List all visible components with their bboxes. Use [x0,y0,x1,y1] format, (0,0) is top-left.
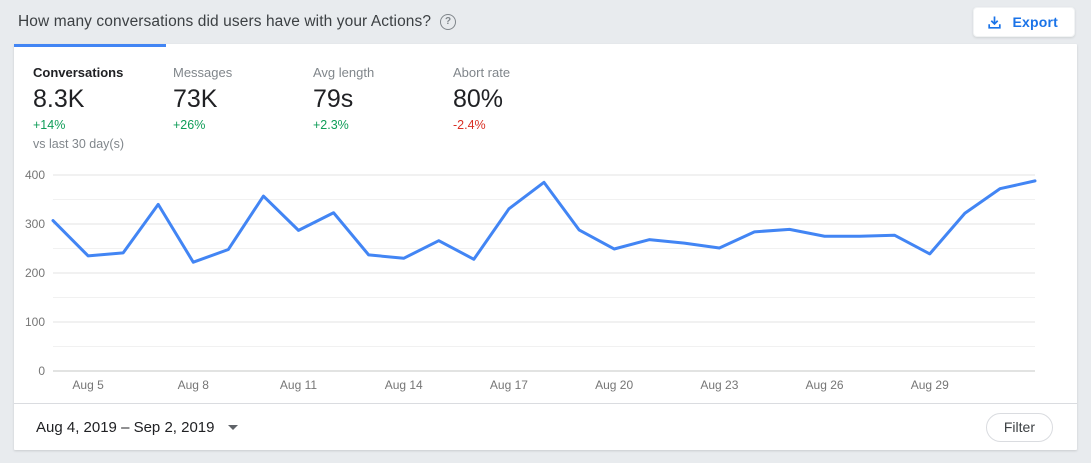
x-axis-label: Aug 8 [178,378,210,392]
metric-value: 80% [453,85,504,113]
metric-delta: +26% [173,118,206,132]
x-axis-label: Aug 14 [385,378,423,392]
tab-abort-rate[interactable]: Abort rate 80% -2.4% [446,66,586,152]
download-icon [988,15,1002,29]
y-axis-label: 300 [25,217,45,231]
filter-button[interactable]: Filter [985,412,1053,442]
comparison-note: vs last 30 day(s) [33,137,125,151]
active-tab-indicator [14,44,166,47]
metric-label: Avg length [313,65,375,80]
metric-label: Messages [173,65,233,80]
chart-line [51,179,1037,264]
chart-area: 0 100 200 300 400 Aug 5 Aug 8 Aug 11 Aug 14 Aug 1… [14,154,1077,400]
tab-conversations[interactable]: Conversations 8.3K +14% vs last 30 day(s… [14,66,166,152]
analytics-card: Conversations 8.3K +14% vs last 30 day(s… [14,44,1077,450]
metric-tabs: Conversations 8.3K +14% vs last 30 day(s… [14,44,586,152]
x-axis-label: Aug 29 [911,378,949,392]
export-label: Export [1012,14,1058,30]
y-axis-label: 100 [25,315,45,329]
chevron-down-icon [228,424,239,430]
x-axis-label: Aug 20 [595,378,633,392]
x-axis-label: Aug 11 [280,378,317,392]
date-range-label: Aug 4, 2019 – Sep 2, 2019 [36,418,215,436]
conversations-line-chart: 0 100 200 300 400 Aug 5 Aug 8 Aug 11 Aug 14 Aug 1… [25,168,1037,392]
metric-delta: +2.3% [313,118,349,132]
metric-delta: +14% [33,118,66,132]
y-axis-label: 0 [38,364,45,378]
tab-avg-length[interactable]: Avg length 79s +2.3% [306,66,446,152]
help-icon[interactable]: ? [440,14,457,30]
page-title: How many conversations did users have wi… [18,13,432,30]
page-header: How many conversations did users have wi… [0,0,1091,44]
export-button[interactable]: Export [973,7,1075,37]
metric-value: 73K [173,85,218,113]
metric-delta: -2.4% [453,118,486,132]
date-range-selector[interactable]: Aug 4, 2019 – Sep 2, 2019 [36,418,239,436]
x-axis-label: Aug 17 [490,378,528,392]
metric-value: 79s [313,85,354,113]
y-axis-label: 200 [25,266,45,280]
x-axis-label: Aug 26 [806,378,844,392]
x-axis-label: Aug 23 [700,378,738,392]
metric-label: Conversations [33,65,124,80]
metric-label: Abort rate [453,65,511,80]
y-axis-label: 400 [25,168,45,182]
card-footer: Aug 4, 2019 – Sep 2, 2019 Filter [14,403,1077,450]
tab-messages[interactable]: Messages 73K +26% [166,66,306,152]
x-axis-label: Aug 5 [72,378,104,392]
filter-label: Filter [1003,419,1035,435]
metric-value: 8.3K [33,85,85,113]
